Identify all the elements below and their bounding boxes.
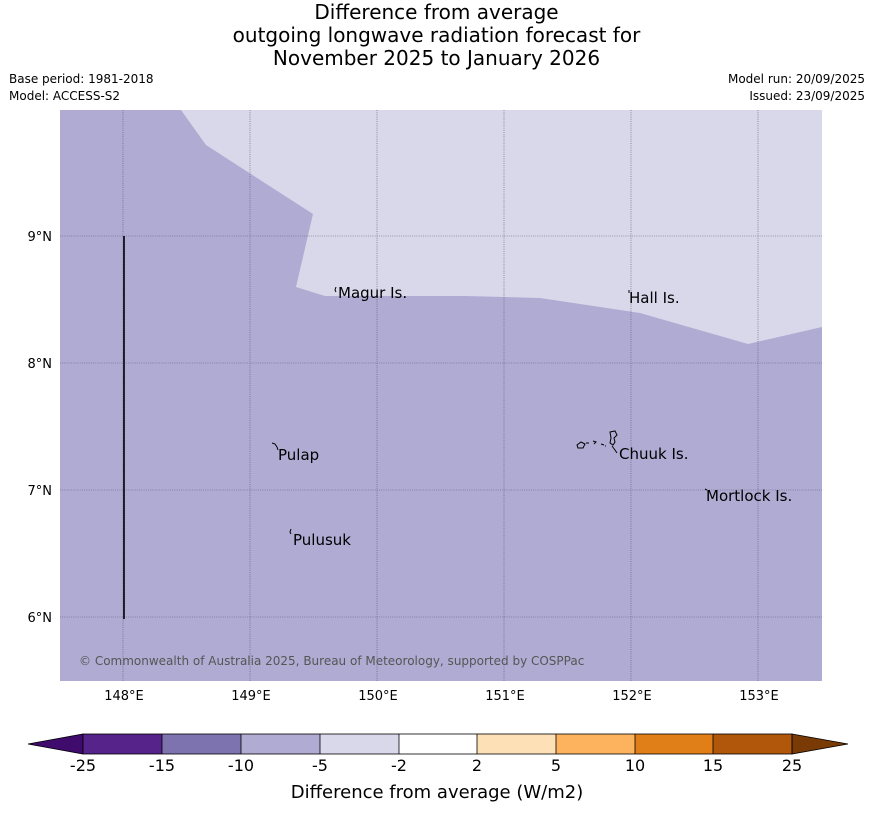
label-mortlock-is: Mortlock Is. — [706, 487, 792, 505]
colorbar-bin-5 — [399, 734, 477, 754]
title-line-3: November 2025 to January 2026 — [272, 46, 601, 70]
label-chuuk-is: Chuuk Is. — [619, 445, 688, 463]
base-period-text: Base period: 1981-2018 — [9, 72, 154, 86]
colorbar-tick: -15 — [149, 756, 175, 775]
colorbar-bin-4 — [320, 734, 399, 754]
issued-text: Issued: 23/09/2025 — [749, 89, 865, 103]
title-line-1: Difference from average — [314, 0, 559, 24]
colorbar-tick: -10 — [228, 756, 254, 775]
islands — [271, 286, 708, 535]
colorbar-bin-7 — [556, 734, 635, 754]
lon-label-151e: 151°E — [485, 689, 525, 704]
title-line-2: outgoing longwave radiation forecast for — [232, 23, 641, 47]
label-pulusuk: Pulusuk — [293, 531, 351, 549]
colorbar-extend-high — [791, 733, 849, 755]
mortlock-island-shape — [704, 488, 708, 491]
colorbar-label: Difference from average (W/m2) — [291, 782, 583, 803]
magur-island-shape — [334, 286, 337, 293]
colorbar-dividers — [82, 733, 793, 755]
metadata-right: Model run: 20/09/2025 Issued: 23/09/2025 — [728, 71, 865, 105]
colorbar-tick: 10 — [625, 756, 645, 775]
lat-label-7n: 7°N — [28, 484, 53, 499]
anomaly-fill-minus5-to-minus2 — [181, 110, 822, 344]
colorbar-tick: -2 — [391, 756, 407, 775]
colorbar-bin-2 — [162, 734, 241, 754]
lon-label-148e: 148°E — [104, 689, 144, 704]
label-pulap: Pulap — [278, 446, 319, 464]
colorbar-tick: -25 — [70, 756, 96, 775]
graticule — [60, 110, 822, 681]
model-run-text: Model run: 20/09/2025 — [727, 72, 865, 86]
label-hall-is: Hall Is. — [629, 289, 680, 307]
lon-label-149e: 149°E — [231, 689, 271, 704]
colorbar-bin-8 — [635, 734, 713, 754]
chuuk-islands-shape — [576, 430, 618, 454]
model-text: Model: ACCESS-S2 — [9, 89, 121, 103]
label-magur-is: Magur Is. — [338, 284, 407, 302]
colorbar-tick: 5 — [551, 756, 561, 775]
lat-label-8n: 8°N — [28, 357, 53, 372]
colorbar: -25 -15 -10 -5 -2 2 5 10 15 25 Differenc… — [27, 733, 849, 803]
copyright-notice: © Commonwealth of Australia 2025, Bureau… — [79, 654, 584, 668]
lat-label-6n: 6°N — [28, 611, 53, 626]
colorbar-tick: -5 — [312, 756, 328, 775]
colorbar-tick: 2 — [472, 756, 482, 775]
colorbar-bin-9 — [713, 734, 792, 754]
lat-label-9n: 9°N — [28, 230, 53, 245]
colorbar-extend-low — [27, 733, 84, 755]
colorbar-bin-6 — [477, 734, 556, 754]
map-title: Difference from average outgoing longwav… — [0, 0, 873, 70]
pulusuk-island-shape — [289, 528, 292, 535]
lon-label-153e: 153°E — [739, 689, 779, 704]
colorbar-bin-1 — [83, 734, 162, 754]
colorbar-tick: 15 — [703, 756, 723, 775]
colorbar-tick: 25 — [782, 756, 802, 775]
lon-label-150e: 150°E — [358, 689, 398, 704]
colorbar-bin-3 — [241, 734, 320, 754]
metadata-left: Base period: 1981-2018 Model: ACCESS-S2 — [9, 71, 154, 105]
lon-label-152e: 152°E — [612, 689, 652, 704]
pulap-island-shape — [271, 442, 279, 451]
